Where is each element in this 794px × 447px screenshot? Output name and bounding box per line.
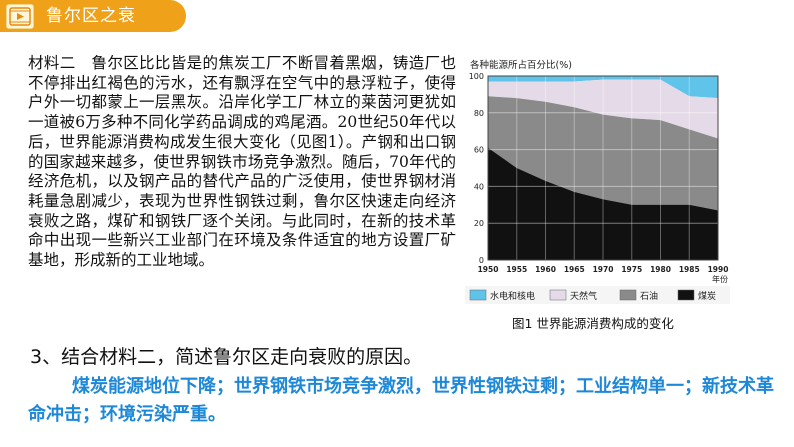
question-text: 3、结合材料二，简述鲁尔区走向衰败的原因。 [30, 346, 423, 368]
y-tick-label: 20 [474, 219, 484, 228]
legend-label: 天然气 [570, 290, 597, 302]
legend-swatch [469, 289, 487, 301]
x-tick-label: 1980 [650, 265, 671, 274]
y-tick-label: 100 [469, 72, 484, 81]
y-tick-label: 0 [479, 256, 484, 265]
y-tick-label: 60 [474, 146, 484, 155]
legend-swatch [677, 289, 695, 301]
x-tick-label: 1975 [621, 265, 642, 274]
plot-frame [487, 75, 719, 261]
series-area-2 [488, 96, 718, 211]
legend-background [465, 286, 730, 304]
section-header-badge: 鲁尔区之衰 [0, 0, 186, 32]
x-tick-label: 1985 [679, 265, 700, 274]
answer-text: 煤炭能源地位下降；世界钢铁市场竞争激烈，世界性钢铁过剩；工业结构单一；新技术革命… [28, 376, 774, 425]
x-tick-label: 1965 [564, 265, 585, 274]
x-tick-label: 1990 [708, 265, 729, 274]
y-tick-label: 80 [474, 109, 484, 118]
legend-swatch [549, 289, 567, 301]
series-area-1 [488, 147, 718, 260]
legend-label: 石油 [640, 290, 658, 302]
material-text: 材料二 鲁尔区比比皆是的焦炭工厂不断冒着黑烟，铸造厂也不停排出红褐色的污水，还有… [28, 54, 456, 270]
x-tick-label: 1970 [593, 265, 614, 274]
play-icon[interactable] [6, 4, 34, 29]
x-tick-label: 1950 [478, 265, 499, 274]
x-tick-label: 1955 [506, 265, 527, 274]
x-axis-label: 年份 [712, 274, 728, 284]
chart-caption: 图1 世界能源消费构成的变化 [512, 316, 674, 331]
section-title: 鲁尔区之衰 [46, 6, 136, 26]
energy-chart: 各种能源所占百分比(%) 0 20 40 60 80 100 1950 1955 1960 196… [460, 52, 760, 342]
legend-label: 煤炭 [698, 290, 716, 302]
legend-swatch [619, 289, 637, 301]
legend-label: 水电和核电 [490, 290, 535, 302]
y-tick-label: 40 [474, 182, 484, 191]
series-area-3 [488, 79, 718, 139]
chart-y-label: 各种能源所占百分比(%) [470, 59, 572, 71]
energy-chart-svg: 各种能源所占百分比(%) 0 20 40 60 80 100 1950 1955 1960 196… [465, 59, 730, 331]
x-tick-label: 1960 [535, 265, 556, 274]
